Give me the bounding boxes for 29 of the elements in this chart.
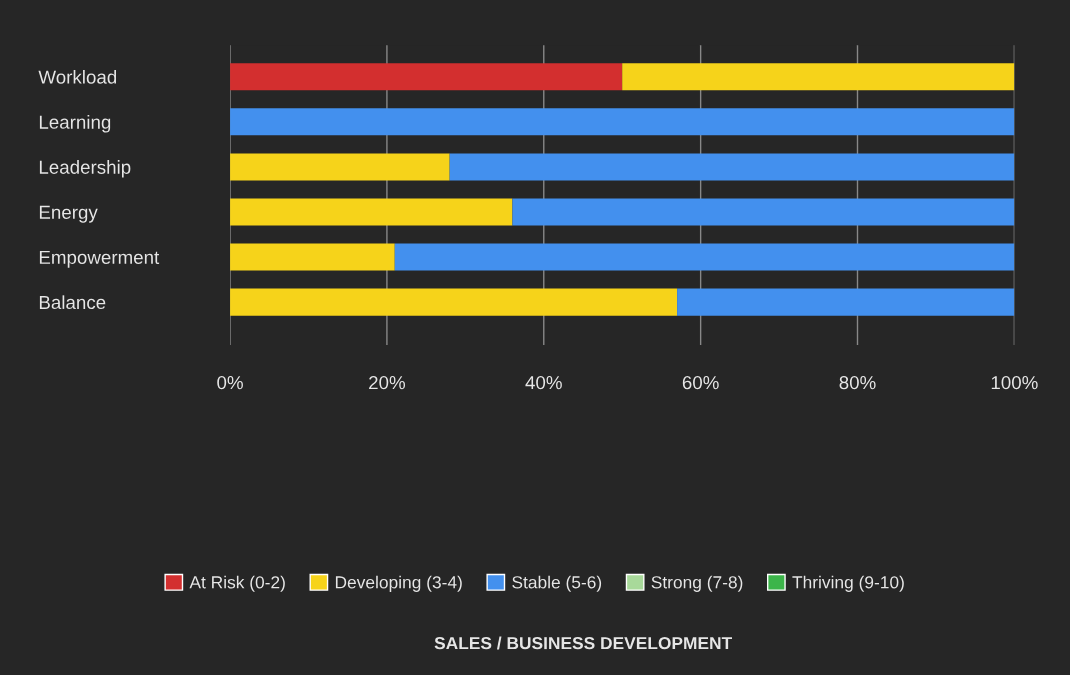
bar (449, 153, 1015, 181)
x-tick-label: 20% (369, 375, 406, 390)
legend-label: Stable (5-6) (512, 575, 602, 592)
bar (394, 243, 1015, 271)
bar (230, 153, 450, 181)
y-tick-label: Leadership (39, 160, 131, 178)
x-tick-label: 40% (525, 375, 562, 390)
y-tick-label: Workload (38, 69, 117, 84)
bar (230, 288, 678, 316)
x-tick-label: 80% (839, 375, 876, 390)
bar (512, 198, 1015, 226)
bar (677, 288, 1015, 316)
x-tick-label: 60% (682, 375, 719, 390)
bar (230, 108, 1015, 136)
legend-label: Thriving (9-10) (792, 575, 904, 592)
legend-label: Developing (3-4) (335, 575, 462, 592)
bar (230, 243, 395, 271)
y-tick-label: Energy (39, 205, 98, 223)
legend-label: At Risk (0-2) (189, 575, 285, 592)
x-tick-label: 100% (991, 375, 1038, 390)
x-tick-label: 0% (217, 375, 243, 390)
y-tick-label: Learning (39, 115, 111, 133)
text: SALES / BUSINESS DEVELOPMENT (434, 636, 732, 650)
legend-label: Strong (7-8) (651, 575, 743, 592)
bar (622, 63, 1015, 91)
bar (230, 198, 513, 226)
bar (230, 63, 623, 91)
y-tick-label: Empowerment (39, 250, 160, 268)
y-tick-label: Balance (39, 295, 106, 310)
